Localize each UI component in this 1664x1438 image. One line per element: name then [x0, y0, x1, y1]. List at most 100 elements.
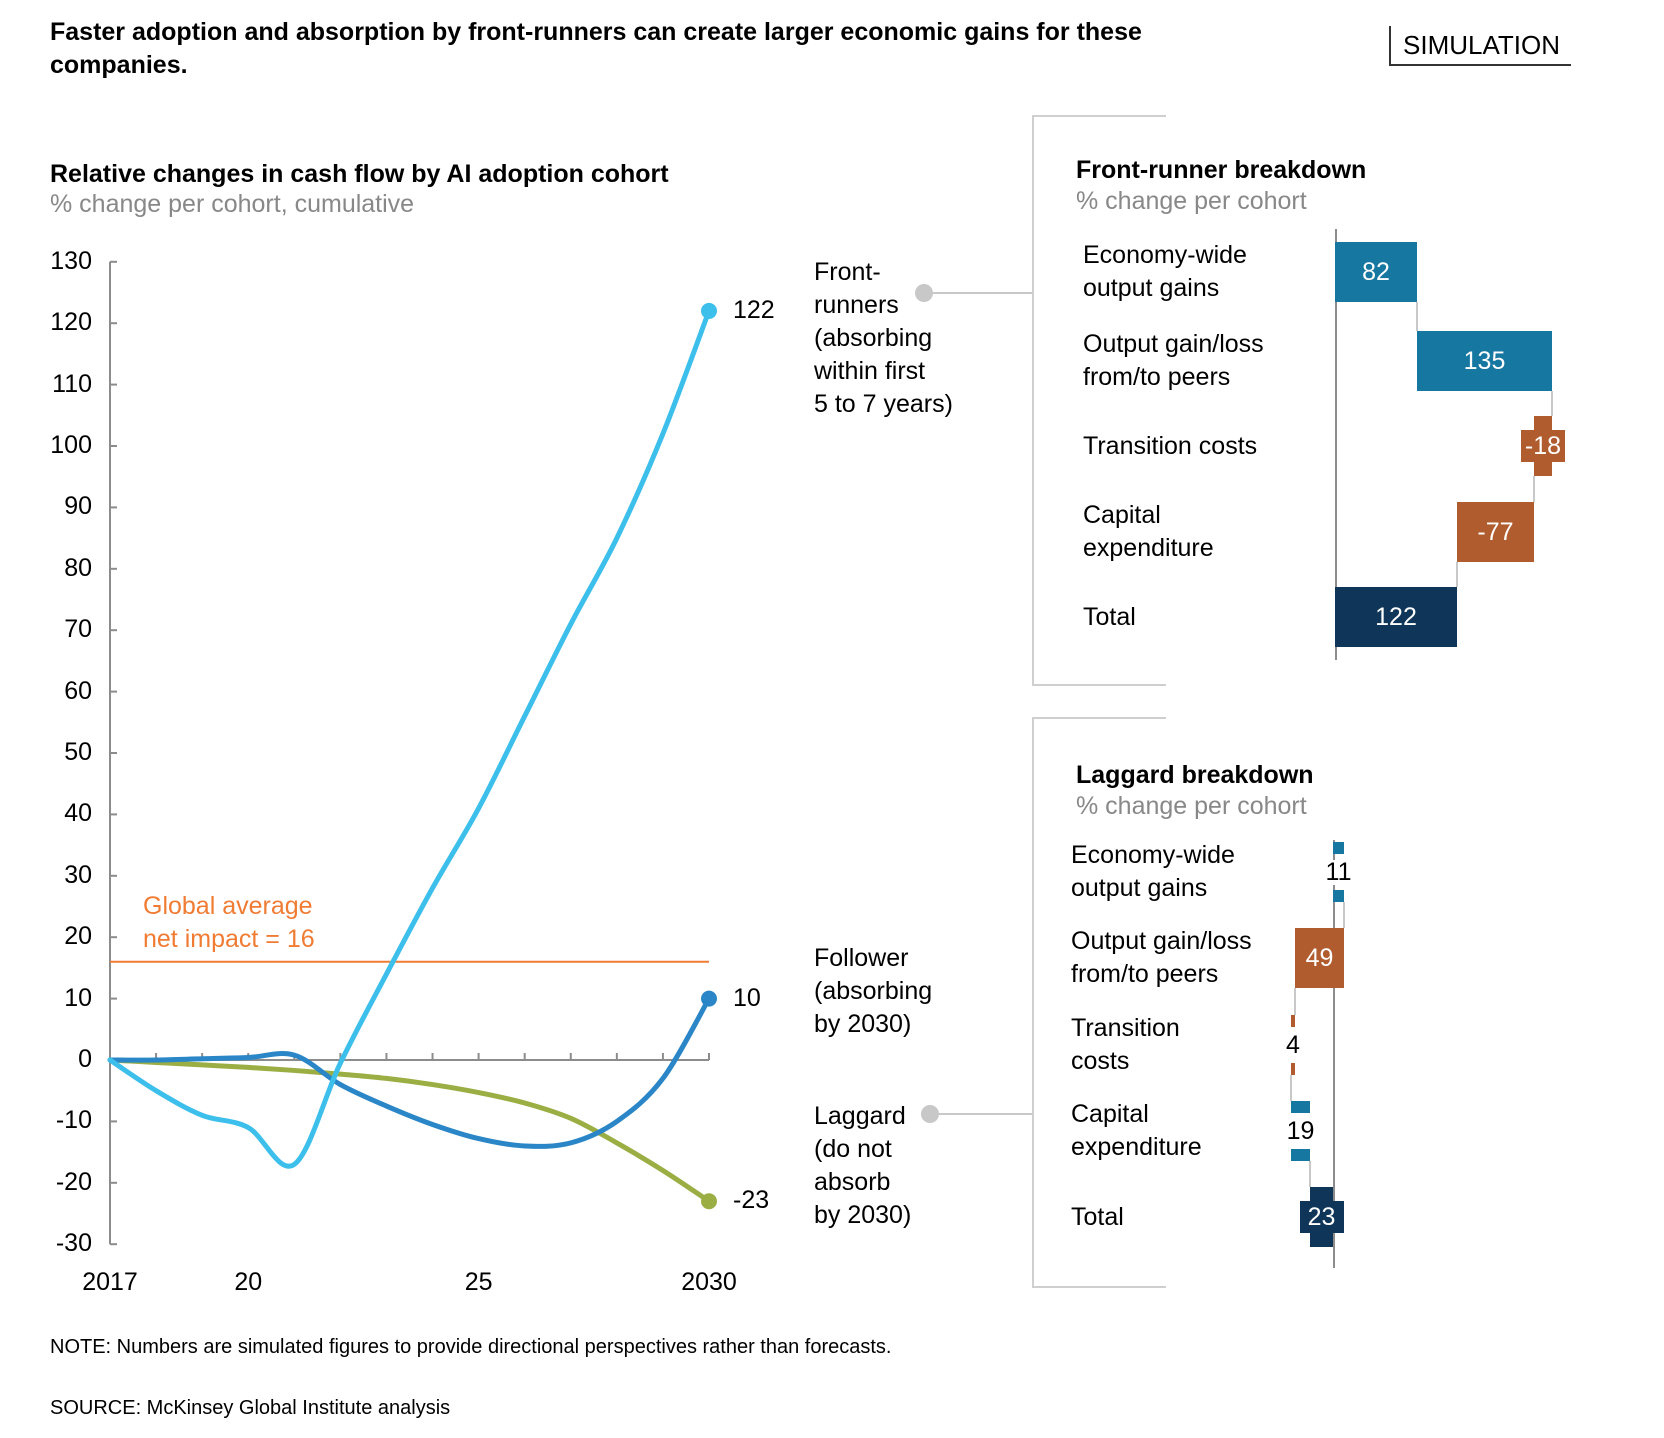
- x-tick-label: 2017: [82, 1268, 138, 1296]
- category-label-line: output gains: [1083, 274, 1220, 302]
- front-runners-series-label: Front-runners (absorbing within first 5 to …: [814, 256, 953, 421]
- waterfall-bar: [1291, 1149, 1310, 1161]
- waterfall-category-label: Transition costs: [1083, 430, 1257, 463]
- series-label-line: (absorbing: [814, 324, 933, 352]
- front-runner-panel-bracket: [1032, 115, 1166, 686]
- waterfall-bar-label: 23: [1299, 1201, 1344, 1233]
- simulation-badge: SIMULATION: [1389, 26, 1571, 66]
- y-tick-label: 80: [64, 553, 92, 582]
- waterfall-category-label: Transition costs: [1071, 1012, 1180, 1078]
- laggard-end-point: [701, 1193, 717, 1210]
- category-label-line: Capital: [1083, 501, 1161, 529]
- category-label-line: from/to peers: [1083, 363, 1231, 391]
- waterfall-connector: [1533, 476, 1535, 502]
- front-runners-line: [107, 308, 712, 1169]
- waterfall-bar: -77: [1457, 502, 1534, 562]
- waterfall-bar-label: 11: [1308, 860, 1369, 885]
- series-label-line: (do not: [814, 1135, 892, 1163]
- y-tick-label: 90: [64, 492, 92, 521]
- y-tick-label: 100: [50, 431, 92, 459]
- y-tick-label: 110: [52, 369, 92, 398]
- series-label-line: by 2030): [814, 1201, 912, 1229]
- category-label-line: Transition costs: [1083, 431, 1258, 460]
- y-tick-label: -20: [55, 1167, 92, 1196]
- y-tick-label: 50: [64, 738, 92, 766]
- y-tick-label: 120: [50, 308, 92, 337]
- category-label-line: expenditure: [1083, 534, 1214, 562]
- waterfall-connector: [1456, 562, 1458, 587]
- series-label-line: 5 to 7 years): [814, 390, 953, 418]
- front-runners-end-point: [701, 302, 717, 319]
- category-label-line: Total: [1083, 602, 1136, 631]
- y-tick-label: 70: [64, 615, 92, 644]
- waterfall-category-label: Total: [1083, 601, 1136, 634]
- headline: Faster adoption and absorption by front-…: [50, 18, 1142, 79]
- series-label-line: absorb: [814, 1168, 891, 1196]
- category-label-line: Economy-wide: [1083, 241, 1247, 269]
- series-label-line: Laggard: [814, 1102, 906, 1130]
- laggard-connector-dot: [921, 1105, 939, 1123]
- waterfall-category-label: Total: [1071, 1201, 1124, 1234]
- follower-series-label: Follower (absorbing by 2030): [814, 942, 932, 1041]
- laggard-series-label: Laggard (do not absorb by 2030): [814, 1100, 911, 1232]
- waterfall-bar: 49: [1295, 928, 1344, 988]
- waterfall-axis: [1333, 840, 1335, 1268]
- laggard-line: [107, 1057, 712, 1204]
- waterfall-bar: 82: [1335, 242, 1417, 302]
- waterfall-connector: [1416, 302, 1418, 331]
- y-tick-label: -10: [55, 1106, 92, 1135]
- y-tick-label: 10: [64, 983, 92, 1012]
- category-label-line: output gains: [1071, 874, 1208, 902]
- waterfall-bar: [1333, 890, 1344, 902]
- y-tick-label: 0: [78, 1045, 92, 1073]
- waterfall-bar: [1333, 842, 1344, 854]
- waterfall-connector: [1551, 391, 1553, 416]
- waterfall-category-label: Economy-wide output gains: [1071, 839, 1235, 905]
- waterfall-bar: [1291, 1101, 1310, 1113]
- series-label-line: by 2030): [814, 1010, 912, 1038]
- follower-end-point: [701, 990, 717, 1007]
- front-runner-connector-dot: [915, 284, 933, 302]
- series-label-line: Follower: [814, 944, 909, 972]
- line-chart-subtitle: % change per cohort, cumulative: [50, 190, 415, 218]
- waterfall-category-label: Output gain/loss from/to peers: [1083, 328, 1264, 394]
- y-tick-label: 130: [50, 246, 92, 275]
- category-label-line: Transition: [1071, 1014, 1180, 1042]
- category-label-line: expenditure: [1071, 1133, 1202, 1161]
- y-tick-label: -30: [55, 1229, 92, 1258]
- waterfall-bar-label: 4: [1263, 1033, 1323, 1058]
- category-label-line: costs: [1071, 1047, 1130, 1075]
- series-label-line: Front-: [814, 258, 881, 286]
- front-runners-end-value: 122: [733, 295, 775, 324]
- series-label-line: within first: [814, 357, 926, 385]
- waterfall-bar-label: 19: [1270, 1119, 1331, 1144]
- x-tick-label: 2030: [681, 1268, 737, 1296]
- waterfall-category-label: Capital expenditure: [1083, 499, 1214, 565]
- category-label-line: Total: [1071, 1202, 1124, 1231]
- x-tick-label: 25: [464, 1268, 493, 1296]
- follower-line: [107, 996, 712, 1149]
- waterfall-category-label: Economy-wide output gains: [1083, 239, 1247, 305]
- waterfall-bar-label: -18: [1521, 430, 1565, 462]
- global-average-label: Global average net impact = 16: [143, 890, 315, 956]
- front-runner-panel-subtitle: % change per cohort: [1076, 187, 1307, 215]
- follower-end-value: 10: [733, 983, 761, 1012]
- waterfall-bar: [1291, 1063, 1295, 1075]
- waterfall-connector: [1290, 1075, 1292, 1101]
- waterfall-bar: 122: [1335, 587, 1457, 647]
- line-chart-title: Relative changes in cash flow by AI adop…: [50, 160, 669, 188]
- series-label-line: (absorbing: [814, 977, 933, 1005]
- laggard-panel-title: Laggard breakdown: [1076, 761, 1314, 789]
- waterfall-connector: [1343, 902, 1345, 928]
- footnote-note: NOTE: Numbers are simulated figures to p…: [50, 1336, 892, 1358]
- category-label-line: Output gain/loss: [1083, 330, 1264, 358]
- footnote-source: SOURCE: McKinsey Global Institute analys…: [50, 1397, 451, 1419]
- y-tick-label: 30: [64, 860, 92, 889]
- waterfall-connector: [1309, 1161, 1311, 1187]
- category-label-line: Economy-wide: [1071, 841, 1235, 869]
- x-tick-label: 20: [234, 1268, 263, 1296]
- waterfall-bar: [1291, 1015, 1295, 1027]
- global-average-label-line: net impact = 16: [143, 925, 315, 953]
